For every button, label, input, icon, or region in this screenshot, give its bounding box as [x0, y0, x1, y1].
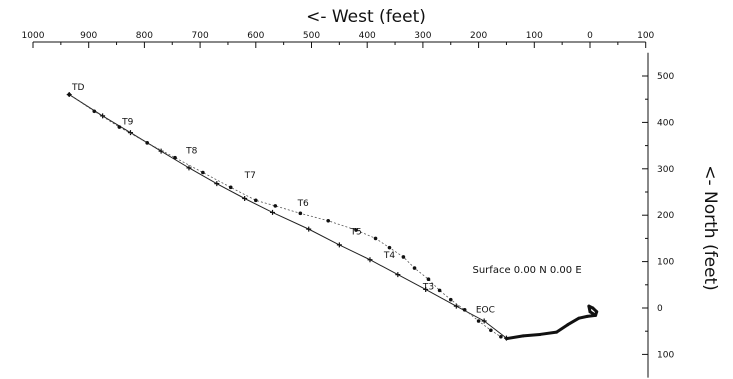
- y-tick-label: 200: [657, 211, 674, 221]
- station-label: T4: [383, 251, 395, 261]
- data-point: [448, 297, 453, 302]
- station-labels: TD T9 T8 T7 T6 T5 T4 T3 EOC Surface 0.00 N 0.00 E: [71, 83, 582, 316]
- x-tick-label: 500: [303, 31, 320, 41]
- series-line: [506, 304, 599, 341]
- data-point: [254, 198, 258, 203]
- data-point: [588, 310, 592, 314]
- data-point: [395, 272, 401, 278]
- station-label: EOC: [476, 306, 495, 316]
- station-label: T6: [297, 199, 309, 209]
- data-point: [270, 209, 276, 215]
- data-point: [242, 195, 248, 201]
- data-point: [476, 319, 481, 323]
- y-tick-label: 100: [657, 350, 674, 360]
- x-tick-label: 300: [414, 31, 431, 41]
- x-tick-label: 800: [136, 31, 153, 41]
- data-point: [453, 303, 459, 309]
- station-label: T3: [422, 282, 434, 292]
- y-tick-label: 300: [657, 165, 674, 175]
- y-tick-label: 400: [657, 118, 674, 128]
- data-point: [566, 323, 570, 327]
- data-point: [504, 337, 508, 341]
- data-point: [401, 255, 406, 259]
- x-tick-label: 1000: [22, 31, 45, 41]
- data-point: [481, 318, 487, 324]
- data-point: [591, 306, 595, 310]
- x-tick-label: 900: [80, 31, 97, 41]
- data-point: [354, 228, 358, 232]
- data-point: [595, 310, 599, 314]
- data-point: [145, 141, 149, 145]
- axis-ticks: 1000 900 800 700 600 500 400 300 200 100 0 10050040…: [22, 31, 675, 360]
- x-tick-label: 200: [470, 31, 487, 41]
- x-tick-label: 100: [526, 31, 543, 41]
- x-axis-title: <- West (feet): [306, 7, 426, 27]
- data-point: [127, 130, 133, 136]
- station-label: T5: [349, 228, 361, 238]
- station-label: T7: [244, 171, 256, 181]
- data-point: [462, 308, 467, 312]
- data-point: [489, 328, 493, 333]
- station-label: TD: [71, 83, 84, 93]
- data-point: [499, 334, 503, 339]
- x-tick-label: 0: [587, 31, 593, 41]
- data-point: [326, 218, 331, 223]
- y-tick-label: 100: [657, 258, 674, 268]
- data-point: [273, 204, 278, 208]
- station-label: T9: [121, 118, 133, 128]
- data-point: [426, 277, 431, 282]
- data-point: [423, 286, 429, 292]
- data-point: [585, 314, 589, 318]
- x-tick-label: 700: [192, 31, 209, 41]
- data-point: [577, 316, 581, 320]
- data-point: [412, 266, 417, 270]
- surface-annotation: Surface 0.00 N 0.00 E: [473, 265, 582, 276]
- data-point: [336, 242, 342, 248]
- data-point: [437, 288, 442, 293]
- data-point: [306, 226, 312, 232]
- data-point: [186, 165, 192, 171]
- y-axis-title: <- North (feet): [700, 165, 720, 291]
- station-label: T8: [185, 146, 197, 156]
- data-point: [367, 257, 373, 263]
- data-point: [538, 332, 542, 336]
- series-line: [68, 94, 502, 338]
- data-point: [100, 113, 106, 119]
- y-tick-label: 500: [657, 72, 674, 82]
- series-layer: [66, 92, 599, 341]
- data-point: [555, 330, 559, 334]
- data-point: [92, 109, 97, 114]
- data-point: [373, 236, 378, 241]
- axes: [33, 41, 649, 378]
- y-tick-label: 0: [657, 304, 663, 314]
- data-point: [521, 334, 525, 338]
- data-point: [587, 304, 591, 308]
- x-tick-label: 600: [247, 31, 264, 41]
- series-line: [68, 94, 507, 339]
- data-point: [201, 170, 205, 175]
- data-point: [592, 312, 596, 316]
- data-point: [298, 211, 303, 216]
- data-point: [117, 125, 122, 129]
- x-tick-label: 100: [637, 31, 654, 41]
- data-point: [387, 245, 392, 250]
- data-point: [228, 185, 233, 190]
- data-point: [214, 181, 220, 187]
- x-tick-label: 400: [359, 31, 376, 41]
- data-point: [67, 92, 72, 97]
- data-point: [173, 155, 177, 160]
